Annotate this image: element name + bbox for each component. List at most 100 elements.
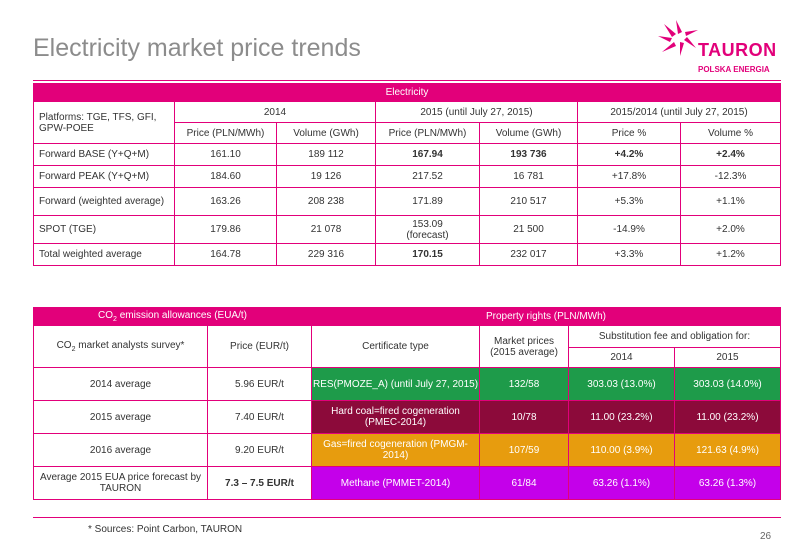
cell-price-2014: 184.60	[174, 165, 277, 188]
platforms-label: Platforms: TGE, TFS, GFI, GPW-POEE	[33, 101, 175, 144]
row-label: Forward BASE (Y+Q+M)	[33, 143, 175, 166]
cell-volume-pct: +2.0%	[680, 215, 781, 244]
cell-price-2014: 161.10	[174, 143, 277, 166]
row-label: 2015 average	[33, 400, 208, 434]
table-row: 2015 average 7.40 EUR/t Hard coal=fired …	[33, 400, 781, 434]
electricity-banner: Electricity	[33, 83, 781, 102]
sources-note: * Sources: Point Carbon, TAURON	[88, 524, 243, 535]
table-row: Forward PEAK (Y+Q+M) 184.60 19 126 217.5…	[33, 165, 781, 188]
cell-price-2015: 171.89	[375, 187, 480, 216]
cell-market-price: 61/84	[479, 466, 569, 500]
cell-subst-2015: 63.26 (1.3%)	[674, 466, 781, 500]
cell-price-pct: +5.3%	[577, 187, 681, 216]
cell-eua-price: 7.3 – 7.5 EUR/t	[207, 466, 312, 500]
group-2015: 2015 (until July 27, 2015)	[375, 101, 578, 123]
cell-volume-pct: +2.4%	[680, 143, 781, 166]
cell-market-price: 132/58	[479, 367, 569, 401]
cell-volume-pct: +1.1%	[680, 187, 781, 216]
cell-subst-2015: 121.63 (4.9%)	[674, 433, 781, 467]
cell-subst-2014: 303.03 (13.0%)	[568, 367, 675, 401]
cell-market-price: 10/78	[479, 400, 569, 434]
cell-price-2015: 217.52	[375, 165, 480, 188]
cell-volume-pct: +1.2%	[680, 243, 781, 266]
row-label: Total weighted average	[33, 243, 175, 266]
electricity-table: Electricity Platforms: TGE, TFS, GFI, GP…	[33, 83, 781, 266]
cell-volume-2015: 232 017	[479, 243, 578, 266]
cell-certificate: Gas=fired cogeneration (PMGM-2014)	[311, 433, 480, 467]
row-label: SPOT (TGE)	[33, 215, 175, 244]
cell-market-price: 107/59	[479, 433, 569, 467]
table-row: Average 2015 EUA price forecast by TAURO…	[33, 466, 781, 500]
co2-banner: CO2 emission allowances (EUA/t)	[33, 307, 312, 326]
cell-certificate: Methane (PMMET-2014)	[311, 466, 480, 500]
cell-volume-2014: 19 126	[276, 165, 376, 188]
cell-price-2015: 153.09 (forecast)	[375, 215, 480, 244]
co2-banner-sub: 2	[113, 316, 117, 323]
cell-price-pct: -14.9%	[577, 215, 681, 244]
cell-price-pct: +4.2%	[577, 143, 681, 166]
logo-subtext: POLSKA ENERGIA	[698, 65, 770, 74]
cell-volume-2014: 208 238	[276, 187, 376, 216]
cell-certificate: Hard coal=fired cogeneration (PMEC-2014)	[311, 400, 480, 434]
col-volume-pct: Volume %	[680, 122, 781, 144]
co2-banner-rest: emission allowances (EUA/t)	[116, 310, 247, 321]
cell-volume-2015: 16 781	[479, 165, 578, 188]
col-volume-2014: Volume (GWh)	[276, 122, 376, 144]
property-rights-banner: Property rights (PLN/MWh)	[311, 307, 781, 326]
col-survey-rest: market analysts survey*	[75, 340, 185, 351]
col-volume-2015: Volume (GWh)	[479, 122, 578, 144]
cell-subst-2014: 63.26 (1.1%)	[568, 466, 675, 500]
row-label: Forward PEAK (Y+Q+M)	[33, 165, 175, 188]
cell-volume-2015: 210 517	[479, 187, 578, 216]
row-label: 2016 average	[33, 433, 208, 467]
col-substitution: Substitution fee and obligation for:	[568, 325, 781, 348]
cell-price-pct: +3.3%	[577, 243, 681, 266]
cell-subst-2014: 110.00 (3.9%)	[568, 433, 675, 467]
logo-wordmark: TAURON	[698, 40, 777, 60]
table-row: Forward (weighted average) 163.26 208 23…	[33, 187, 781, 216]
col-eua-price: Price (EUR/t)	[207, 325, 312, 368]
cell-volume-2015: 21 500	[479, 215, 578, 244]
cell-price-2015: 170.15	[375, 243, 480, 266]
cell-price-2014: 164.78	[174, 243, 277, 266]
table-row: 2016 average 9.20 EUR/t Gas=fired cogene…	[33, 433, 781, 467]
table-row: SPOT (TGE) 179.86 21 078 153.09 (forecast…	[33, 215, 781, 244]
cell-eua-price: 7.40 EUR/t	[207, 400, 312, 434]
cell-price-2014: 163.26	[174, 187, 277, 216]
cell-volume-2014: 21 078	[276, 215, 376, 244]
cell-price-2014: 179.86	[174, 215, 277, 244]
group-ratio: 2015/2014 (until July 27, 2015)	[577, 101, 781, 123]
cell-subst-2015: 11.00 (23.2%)	[674, 400, 781, 434]
cell-eua-price: 5.96 EUR/t	[207, 367, 312, 401]
col-price-2014: Price (PLN/MWh)	[174, 122, 277, 144]
forecast-note: (forecast)	[406, 229, 449, 241]
table-row: Forward BASE (Y+Q+M) 161.10 189 112 167.…	[33, 143, 781, 166]
cell-volume-2014: 189 112	[276, 143, 376, 166]
co2-banner-co: CO	[98, 310, 114, 321]
col-price-2015: Price (PLN/MWh)	[375, 122, 480, 144]
cell-price-pct: +17.8%	[577, 165, 681, 188]
cell-volume-2014: 229 316	[276, 243, 376, 266]
col-survey: CO2 market analysts survey*	[33, 325, 208, 368]
spot-price-value: 153.09	[412, 218, 443, 230]
group-2014: 2014	[174, 101, 376, 123]
col-price-pct: Price %	[577, 122, 681, 144]
col-survey-sub: 2	[71, 346, 76, 353]
tauron-star-icon	[658, 20, 698, 56]
page-number: 26	[760, 531, 772, 542]
tauron-logo: TAURON POLSKA ENERGIA	[654, 18, 777, 82]
col-2015: 2015	[674, 347, 781, 368]
page-title: Electricity market price trends	[33, 34, 361, 62]
cell-volume-2015: 193 736	[479, 143, 578, 166]
cell-subst-2015: 303.03 (14.0%)	[674, 367, 781, 401]
table-row: Total weighted average 164.78 229 316 17…	[33, 243, 781, 266]
cell-subst-2014: 11.00 (23.2%)	[568, 400, 675, 434]
col-survey-co: CO	[56, 340, 72, 351]
cell-volume-pct: -12.3%	[680, 165, 781, 188]
cell-eua-price: 9.20 EUR/t	[207, 433, 312, 467]
col-market-prices: Market prices (2015 average)	[479, 325, 569, 368]
emissions-rights-table: CO2 emission allowances (EUA/t) Property…	[33, 307, 781, 500]
row-label: Forward (weighted average)	[33, 187, 175, 216]
row-label: 2014 average	[33, 367, 208, 401]
table-row: 2014 average 5.96 EUR/t RES(PMOZE_A) (un…	[33, 367, 781, 401]
